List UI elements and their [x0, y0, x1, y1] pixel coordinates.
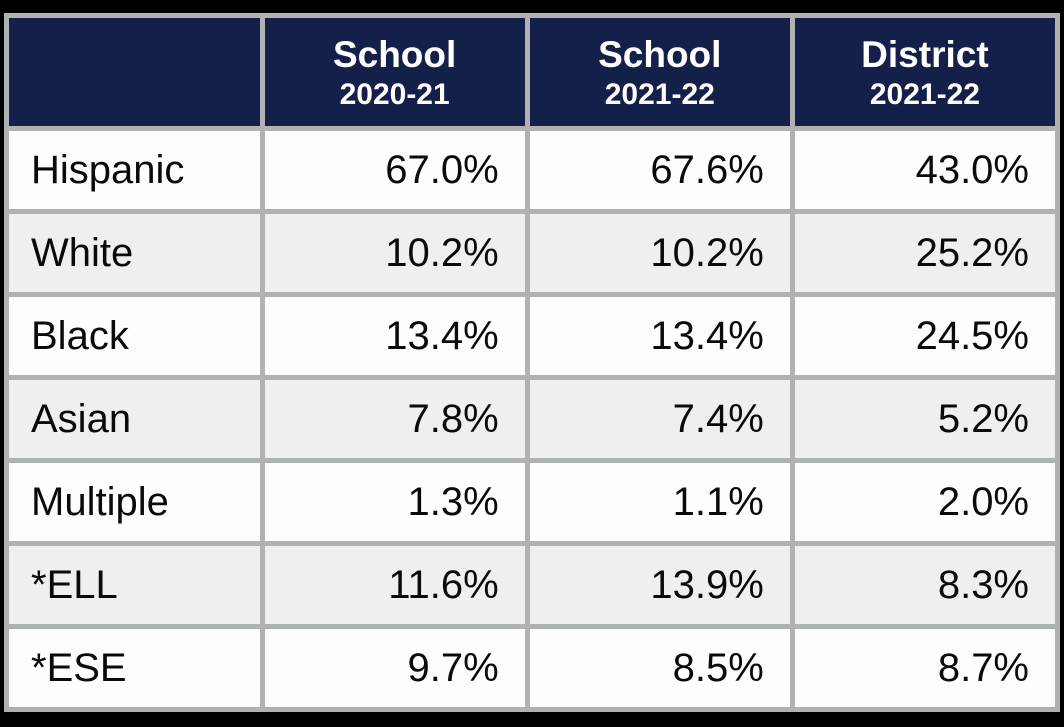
- header-label: School: [598, 33, 722, 75]
- demographics-table-frame: School 2020-21 School 2021-22 District 2…: [4, 13, 1060, 712]
- cell-district-2021-22: 24.5%: [794, 297, 1055, 375]
- header-cell-district-2021-22: District 2021-22: [794, 18, 1055, 126]
- row-ell: *ELL 11.6% 13.9% 8.3%: [9, 546, 1055, 624]
- row-label: *ESE: [9, 629, 260, 707]
- row-label: Asian: [9, 380, 260, 458]
- cell-school-2021-22: 1.1%: [529, 463, 790, 541]
- cell-district-2021-22: 2.0%: [794, 463, 1055, 541]
- header-label: District: [861, 33, 989, 75]
- row-label: *ELL: [9, 546, 260, 624]
- header-cell-school-2020-21: School 2020-21: [264, 18, 525, 126]
- header-row: School 2020-21 School 2021-22 District 2…: [9, 18, 1055, 126]
- row-white: White 10.2% 10.2% 25.2%: [9, 214, 1055, 292]
- row-label: Hispanic: [9, 131, 260, 209]
- table-header: School 2020-21 School 2021-22 District 2…: [9, 18, 1055, 126]
- demographics-table: School 2020-21 School 2021-22 District 2…: [4, 13, 1060, 712]
- cell-school-2020-21: 10.2%: [264, 214, 525, 292]
- header-year: 2021-22: [604, 77, 715, 111]
- row-black: Black 13.4% 13.4% 24.5%: [9, 297, 1055, 375]
- cell-school-2021-22: 7.4%: [529, 380, 790, 458]
- row-label: White: [9, 214, 260, 292]
- cell-school-2021-22: 13.9%: [529, 546, 790, 624]
- header-cell-blank: [9, 18, 260, 126]
- cell-school-2020-21: 11.6%: [264, 546, 525, 624]
- header-label: School: [332, 33, 457, 75]
- cell-school-2021-22: 8.5%: [529, 629, 790, 707]
- cell-school-2021-22: 13.4%: [529, 297, 790, 375]
- cell-district-2021-22: 25.2%: [794, 214, 1055, 292]
- cell-school-2020-21: 9.7%: [264, 629, 525, 707]
- header-year: 2020-21: [339, 77, 450, 111]
- table-body: Hispanic 67.0% 67.6% 43.0% White 10.2% 1…: [9, 131, 1055, 707]
- row-asian: Asian 7.8% 7.4% 5.2%: [9, 380, 1055, 458]
- cell-district-2021-22: 5.2%: [794, 380, 1055, 458]
- cell-district-2021-22: 43.0%: [794, 131, 1055, 209]
- row-hispanic: Hispanic 67.0% 67.6% 43.0%: [9, 131, 1055, 209]
- cell-school-2020-21: 67.0%: [264, 131, 525, 209]
- cell-school-2020-21: 7.8%: [264, 380, 525, 458]
- cell-school-2020-21: 13.4%: [264, 297, 525, 375]
- row-label: Black: [9, 297, 260, 375]
- cell-district-2021-22: 8.7%: [794, 629, 1055, 707]
- cell-school-2021-22: 67.6%: [529, 131, 790, 209]
- row-ese: *ESE 9.7% 8.5% 8.7%: [9, 629, 1055, 707]
- header-cell-school-2021-22: School 2021-22: [529, 18, 790, 126]
- cell-district-2021-22: 8.3%: [794, 546, 1055, 624]
- cell-school-2020-21: 1.3%: [264, 463, 525, 541]
- row-multiple: Multiple 1.3% 1.1% 2.0%: [9, 463, 1055, 541]
- header-year: 2021-22: [869, 77, 980, 111]
- cell-school-2021-22: 10.2%: [529, 214, 790, 292]
- row-label: Multiple: [9, 463, 260, 541]
